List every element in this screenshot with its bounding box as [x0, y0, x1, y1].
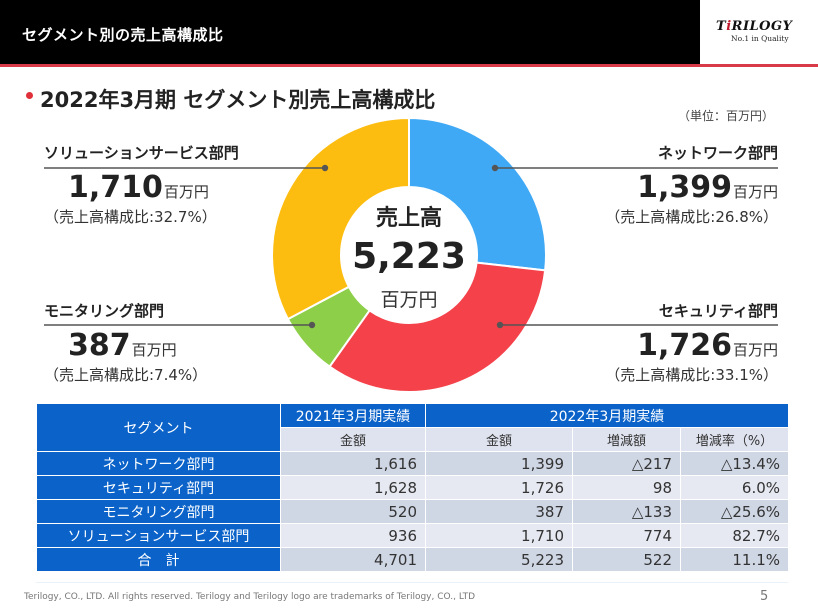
cell-change: 98 — [572, 475, 681, 500]
table-row: モニタリング部門 520 387 △133 △25.6% — [36, 499, 790, 524]
donut-center-total: 5,223 — [352, 236, 466, 277]
table-row: ソリューションサービス部門 936 1,710 774 82.7% — [36, 523, 790, 548]
header-bar: セグメント別の売上高構成比 TiRILOGY No.1 in Quality — [0, 0, 818, 64]
cell-rate: 6.0% — [679, 475, 790, 500]
table-subheader-row: 金額 金額 増減額 増減率（%） — [37, 427, 790, 452]
callout-value-line: 1,399百万円 — [538, 173, 778, 203]
slide-subtitle: 2022年3月期 セグメント別売上高構成比 — [40, 88, 436, 112]
callout-name: モニタリング部門 — [44, 302, 165, 320]
callout-unit: 百万円 — [732, 341, 778, 359]
col-header-fy2021: 2021年3月期実績 — [280, 403, 426, 428]
row-segment: セキュリティ部門 — [36, 475, 281, 500]
callout-security: セキュリティ部門 1,726百万円 （売上高構成比:33.1%） — [538, 300, 778, 385]
callout-ratio: （売上高構成比:7.4%） — [44, 366, 208, 384]
col-header-rate: 増減率（%） — [679, 427, 790, 452]
callout-value: 1,726 — [637, 328, 732, 363]
callout-ratio: （売上高構成比:32.7%） — [44, 208, 217, 226]
row-segment: ネットワーク部門 — [36, 451, 281, 476]
row-segment: モニタリング部門 — [36, 499, 281, 524]
col-header-fy2022: 2022年3月期実績 — [424, 403, 790, 428]
callout-unit: 百万円 — [732, 183, 778, 201]
col-header-amount-2021: 金額 — [280, 427, 426, 452]
logo-tagline: No.1 in Quality — [731, 34, 789, 43]
segment-sales-table: セグメント 2021年3月期実績 2022年3月期実績 金額 金額 増減額 増減… — [36, 403, 790, 572]
cell-fy2022: 1,399 — [425, 451, 573, 476]
cell-rate: 82.7% — [679, 523, 790, 548]
page-number: 5 — [760, 589, 769, 604]
callout-monitoring: モニタリング部門 387百万円 （売上高構成比:7.4%） — [44, 300, 284, 385]
table-total-row: 合 計 4,701 5,223 522 11.1% — [36, 547, 790, 572]
callout-value-line: 1,726百万円 — [538, 331, 778, 361]
col-header-segment: セグメント — [36, 403, 281, 452]
donut-center-unit: 百万円 — [380, 289, 438, 311]
cell-fy2022: 387 — [425, 499, 573, 524]
company-logo: TiRILOGY No.1 in Quality — [700, 0, 818, 64]
header-title: セグメント別の売上高構成比 — [22, 26, 224, 44]
cell-fy2021: 1,616 — [280, 451, 426, 476]
callout-name: セキュリティ部門 — [658, 302, 778, 320]
cell-change: △217 — [572, 451, 681, 476]
cell-fy2021: 936 — [280, 523, 426, 548]
leader-dot-security — [496, 321, 504, 329]
callout-ratio: （売上高構成比:33.1%） — [605, 366, 778, 384]
cell-fy2021: 4,701 — [280, 547, 426, 572]
callout-name: ネットワーク部門 — [657, 144, 778, 162]
leader-dot-monitoring — [308, 321, 316, 329]
callout-value: 1,399 — [637, 170, 732, 205]
table-row: セキュリティ部門 1,628 1,726 98 6.0% — [36, 475, 790, 500]
donut-center-title: 売上高 — [375, 206, 442, 231]
callout-name: ソリューションサービス部門 — [44, 144, 239, 162]
row-segment-total: 合 計 — [36, 547, 281, 572]
cell-rate: 11.1% — [679, 547, 790, 572]
unit-note: （単位：百万円） — [678, 109, 775, 123]
cell-change: 522 — [572, 547, 681, 572]
cell-fy2022: 1,710 — [425, 523, 573, 548]
cell-fy2021: 1,628 — [280, 475, 426, 500]
cell-change: 774 — [572, 523, 681, 548]
callout-value-line: 1,710百万円 — [44, 173, 284, 203]
leader-dot-network — [491, 164, 499, 172]
logo-wordmark-part: T — [716, 19, 727, 34]
callout-ratio: （売上高構成比:26.8%） — [605, 208, 778, 226]
logo-wordmark: TiRILOGY — [716, 19, 792, 34]
callout-value: 387 — [68, 328, 131, 363]
callout-solution: ソリューションサービス部門 1,710百万円 （売上高構成比:32.7%） — [44, 142, 284, 227]
callout-unit: 百万円 — [163, 183, 209, 201]
cell-fy2022: 1,726 — [425, 475, 573, 500]
cell-rate: △25.6% — [679, 499, 790, 524]
callout-network: ネットワーク部門 1,399百万円 （売上高構成比:26.8%） — [538, 142, 778, 227]
cell-fy2022: 5,223 — [425, 547, 573, 572]
logo-figure-icon: i — [726, 19, 732, 34]
logo-wordmark-part: RILOGY — [731, 19, 793, 34]
donut-slice-security — [328, 261, 547, 393]
col-header-amount-2022: 金額 — [425, 427, 573, 452]
callout-value: 1,710 — [68, 170, 163, 205]
row-segment: ソリューションサービス部門 — [36, 523, 281, 548]
cell-fy2021: 520 — [280, 499, 426, 524]
bullet-icon — [26, 92, 33, 99]
table-header-row: セグメント 2021年3月期実績 2022年3月期実績 — [36, 403, 790, 452]
header-divider — [0, 64, 818, 67]
callout-unit: 百万円 — [131, 341, 177, 359]
col-header-change: 増減額 — [572, 427, 681, 452]
cell-rate: △13.4% — [679, 451, 790, 476]
footer-copyright: Terilogy, CO., LTD. All rights reserved.… — [24, 592, 476, 602]
table-row: ネットワーク部門 1,616 1,399 △217 △13.4% — [36, 451, 790, 476]
leader-dot-solution — [321, 164, 329, 172]
footer-divider — [36, 582, 788, 583]
cell-change: △133 — [572, 499, 681, 524]
callout-value-line: 387百万円 — [44, 331, 284, 361]
